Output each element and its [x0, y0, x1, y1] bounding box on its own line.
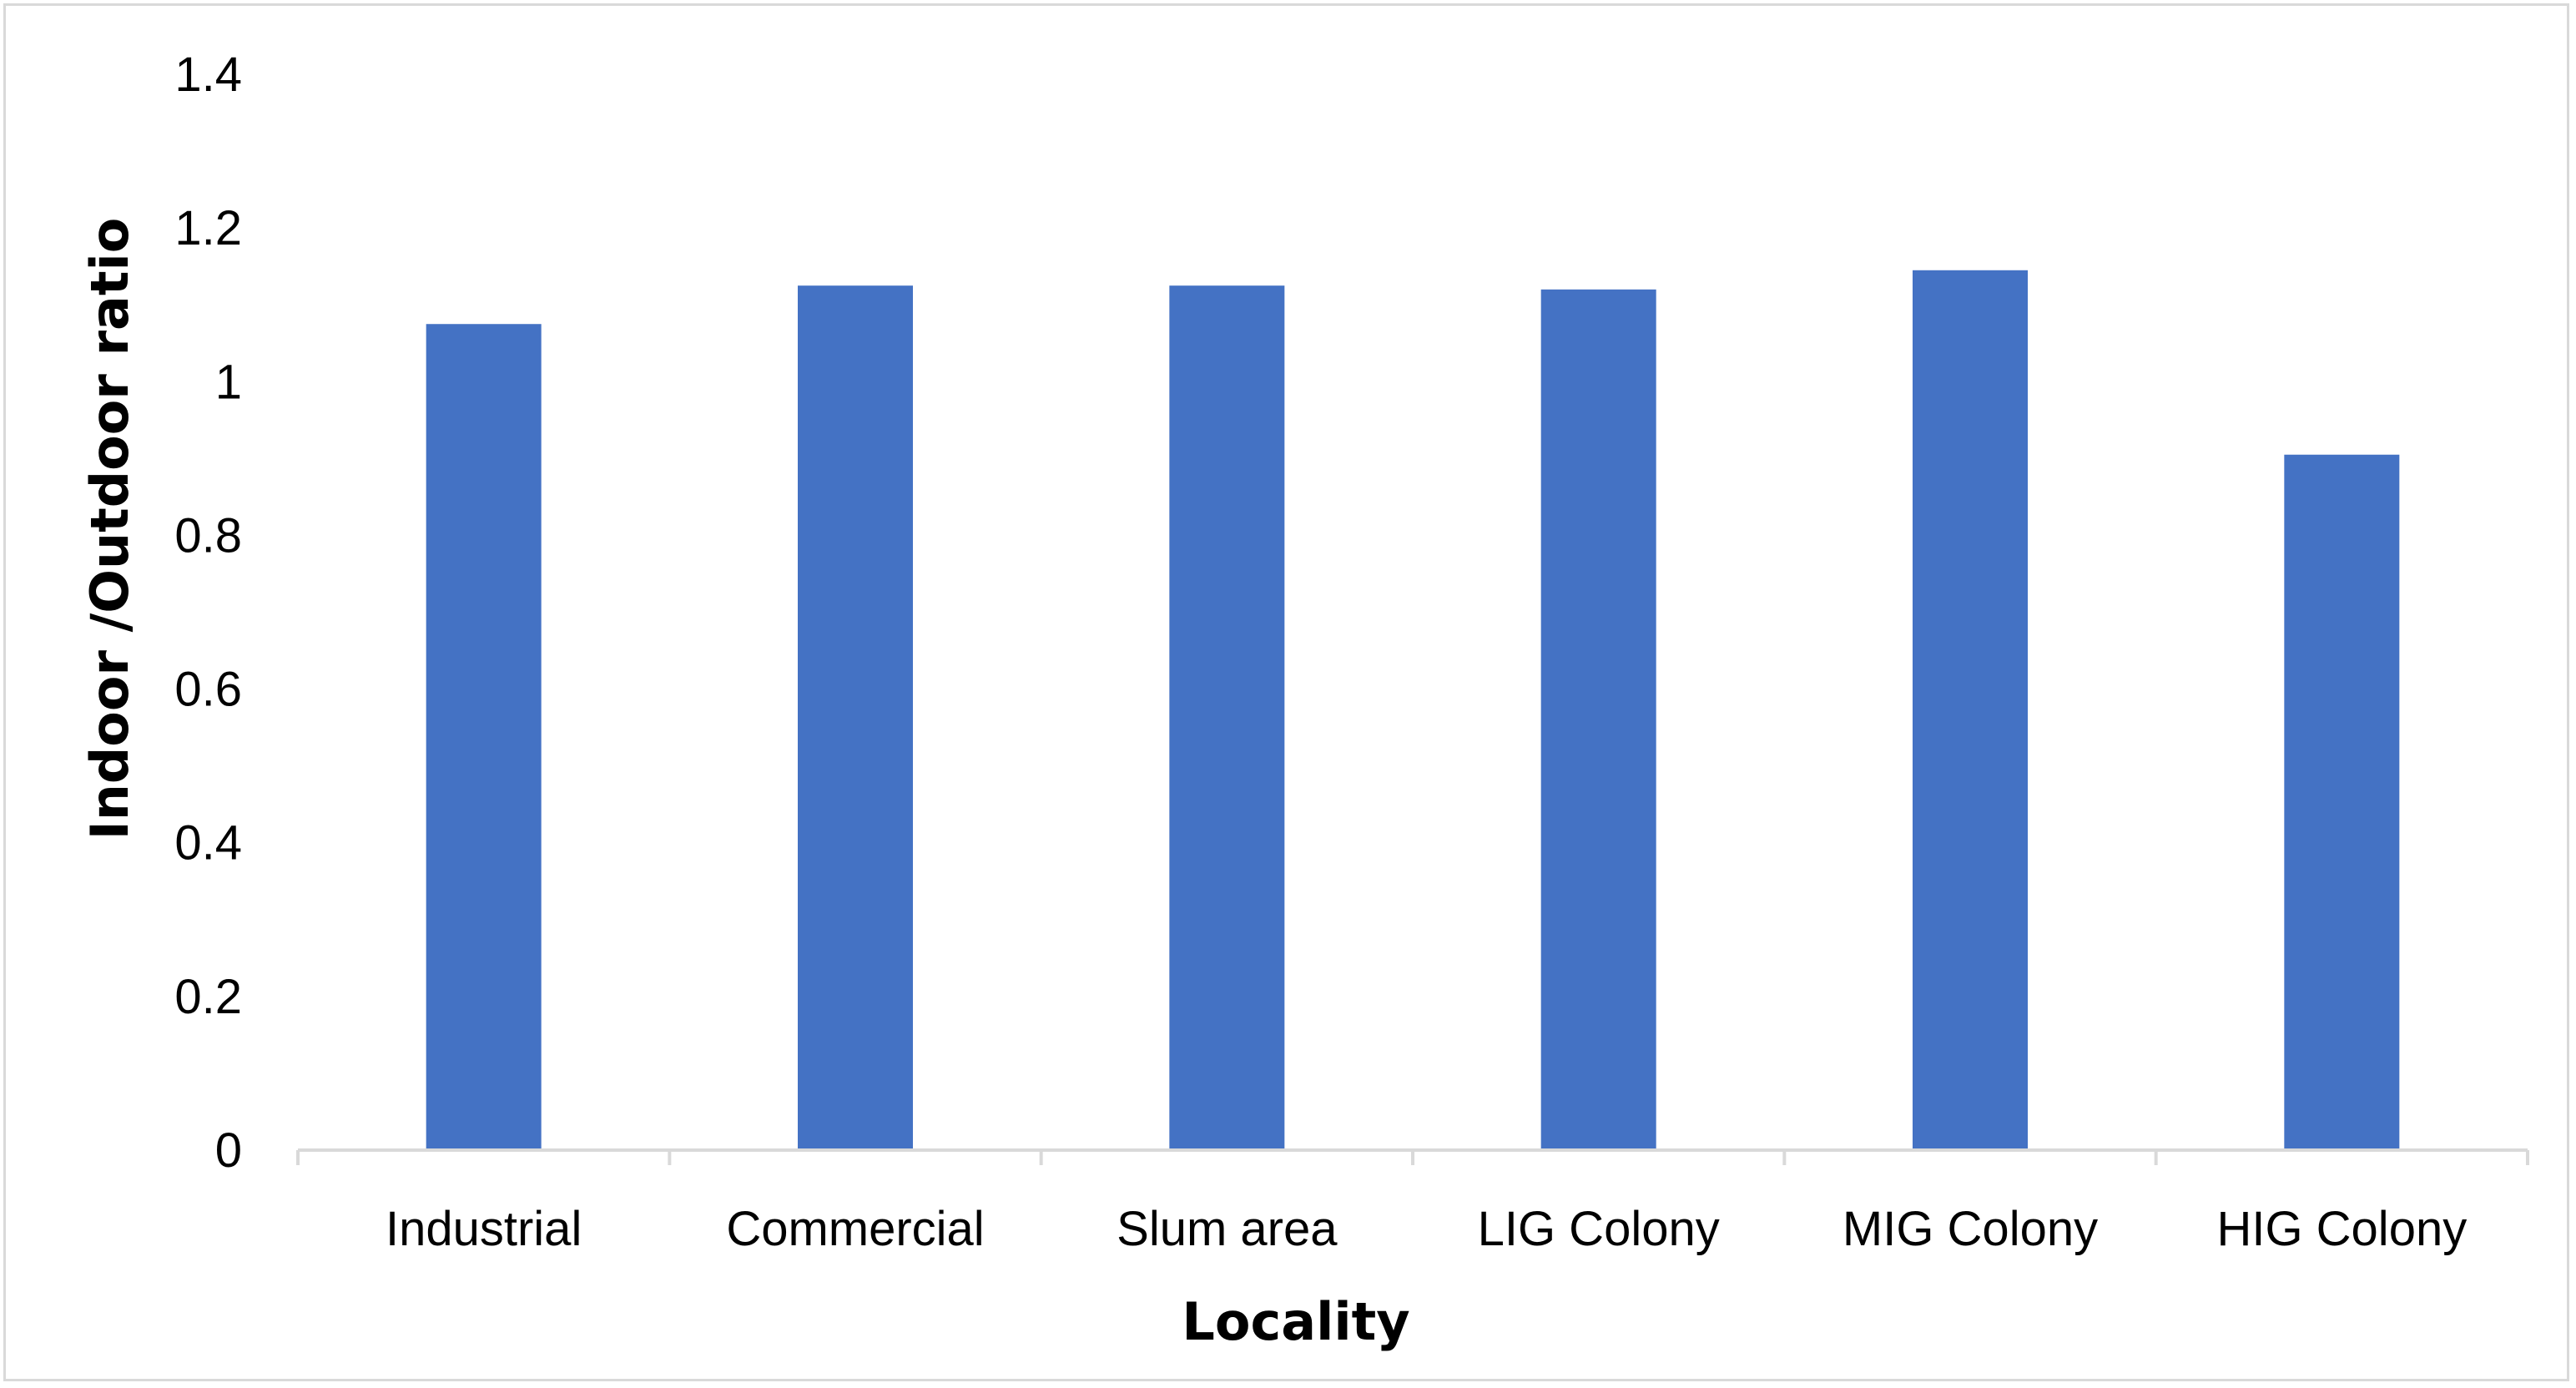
x-tick-label: MIG Colony [1843, 1202, 2098, 1256]
y-tick-label: 0.2 [174, 970, 242, 1024]
x-tick-label: HIG Colony [2216, 1202, 2467, 1256]
y-tick-label: 1.4 [174, 48, 242, 102]
x-tick-label: Slum area [1117, 1202, 1338, 1256]
bar [1540, 289, 1656, 1150]
x-tick-label: LIG Colony [1478, 1202, 1720, 1256]
y-tick-label: 0.6 [174, 663, 242, 717]
chart-frame: 0 0.2 0.4 0.6 0.8 1 1.2 1.4 Industrial Commercia… [3, 3, 2569, 1381]
x-axis [296, 1148, 2529, 1165]
x-tick-label: Industrial [386, 1202, 582, 1256]
bar-chart: 0 0.2 0.4 0.6 0.8 1 1.2 1.4 Industrial Commercia… [79, 48, 2529, 1352]
y-tick-label: 1 [215, 355, 242, 409]
bar [2284, 454, 2400, 1150]
y-tick-label: 1.2 [174, 201, 242, 255]
bars [426, 270, 2400, 1151]
x-tick-label: Commercial [726, 1202, 984, 1256]
y-axis-ticks: 0 0.2 0.4 0.6 0.8 1 1.2 1.4 [174, 48, 242, 1178]
x-axis-title: Locality [1182, 1291, 1409, 1352]
bar [798, 285, 913, 1151]
y-tick-label: 0 [215, 1123, 242, 1178]
y-axis-title: Indoor /Outdoor ratio [79, 218, 140, 840]
x-axis-ticks: Industrial Commercial Slum area LIG Colony M… [386, 1202, 2467, 1256]
y-tick-label: 0.8 [174, 508, 242, 563]
bar [1169, 285, 1285, 1151]
bar [1913, 270, 2028, 1151]
y-tick-label: 0.4 [174, 816, 242, 871]
bar [426, 324, 542, 1150]
